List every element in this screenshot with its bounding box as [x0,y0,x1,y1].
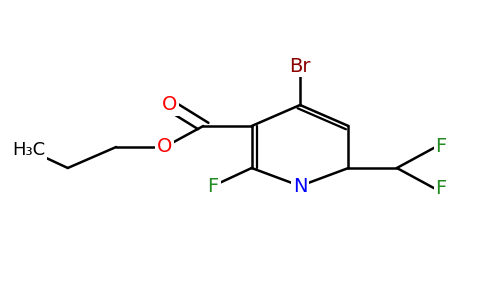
Text: O: O [157,137,172,157]
Text: F: F [436,137,447,157]
Text: F: F [436,179,447,199]
Text: F: F [207,176,219,196]
Text: N: N [293,176,307,196]
Text: O: O [162,95,177,115]
Text: H₃C: H₃C [13,141,45,159]
Text: Br: Br [289,56,311,76]
